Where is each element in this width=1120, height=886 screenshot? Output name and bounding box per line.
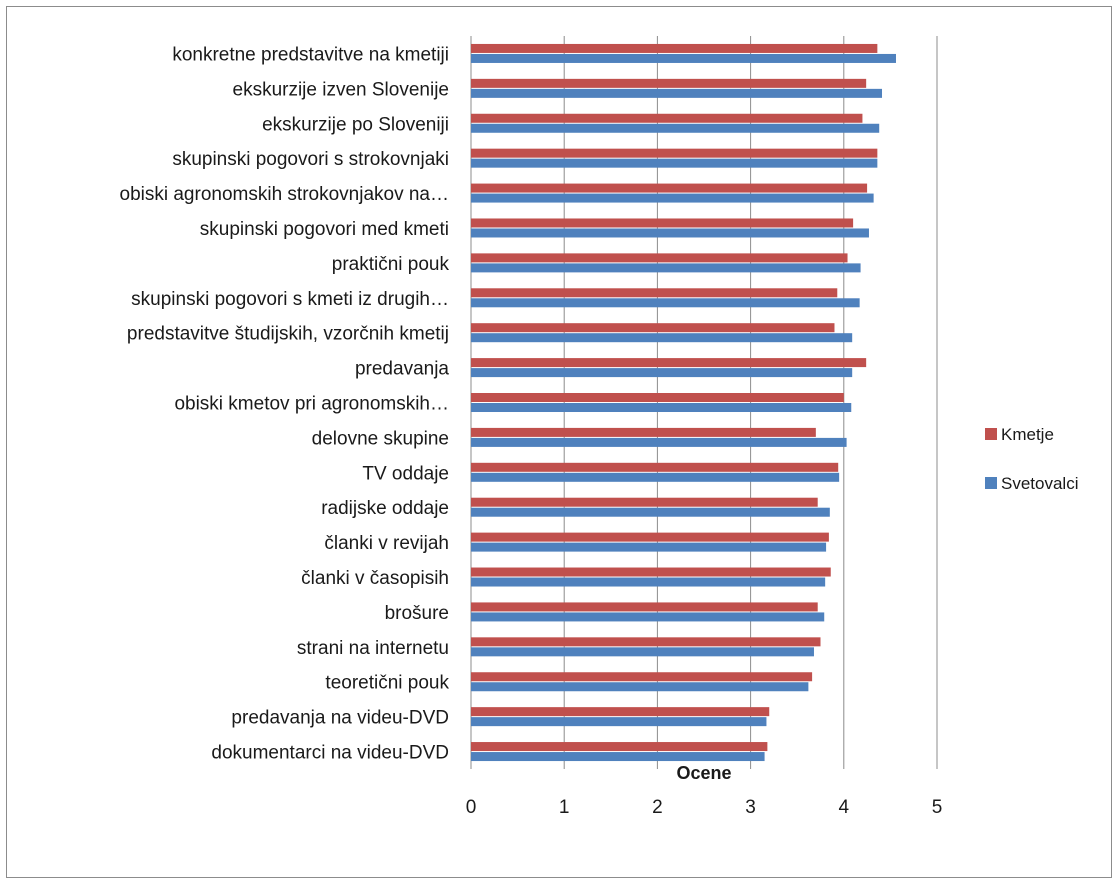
bar-svetovalci-19 [471,717,767,727]
category-label-18: teoretični pouk [325,673,449,694]
bar-kmetje-7 [471,288,838,298]
bar-kmetje-8 [471,323,835,333]
x-tick-label-0: 0 [466,797,477,818]
category-label-11: delovne skupine [312,428,449,449]
legend: Kmetje Svetovalci [985,425,1078,493]
gridlines [470,36,938,769]
category-label-2: ekskurzije po Sloveniji [262,114,449,135]
category-label-1: ekskurzije izven Slovenije [233,79,450,100]
bar-kmetje-5 [471,218,854,228]
bar-svetovalci-5 [471,228,869,238]
bars [471,43,896,762]
x-tick-label-1: 1 [559,797,570,818]
category-label-9: predavanja [355,359,449,380]
bar-svetovalci-7 [471,298,860,308]
bar-kmetje-0 [471,43,878,53]
bar-kmetje-4 [471,183,868,193]
bar-svetovalci-12 [471,472,840,482]
bar-svetovalci-11 [471,437,847,447]
bar-kmetje-6 [471,253,848,263]
category-label-14: članki v revijah [324,533,449,554]
bar-kmetje-9 [471,358,867,368]
category-label-4: obiski agronomskih strokovnjakov na… [120,184,450,205]
bar-svetovalci-18 [471,682,809,692]
category-label-16: brošure [385,603,449,624]
bar-svetovalci-0 [471,53,896,63]
bar-kmetje-1 [471,78,867,88]
bar-svetovalci-10 [471,403,852,412]
category-label-20: dokumentarci na videu-DVD [211,743,449,764]
legend-swatch-svetovalci [985,477,997,489]
bar-svetovalci-8 [471,333,853,343]
bar-svetovalci-20 [471,752,765,762]
x-tick-label-3: 3 [745,797,756,818]
bar-kmetje-17 [471,637,821,647]
x-tick-label-5: 5 [932,797,943,818]
bar-kmetje-12 [471,462,839,472]
category-label-6: praktični pouk [332,254,450,275]
bar-svetovalci-16 [471,612,825,622]
bar-svetovalci-3 [471,158,878,168]
category-label-13: radijske oddaje [321,498,449,519]
category-label-5: skupinski pogovori med kmeti [200,219,449,240]
bar-svetovalci-1 [471,88,883,98]
category-labels: konkretne predstavitve na kmetiji ekskurz… [120,44,450,763]
category-label-19: predavanja na videu-DVD [231,708,449,729]
x-tick-labels: 0 1 2 3 4 5 [466,797,943,818]
bar-svetovalci-4 [471,193,874,203]
bar-kmetje-18 [471,672,813,682]
bar-svetovalci-17 [471,647,814,657]
bar-kmetje-2 [471,113,863,123]
category-label-12: TV oddaje [362,463,449,484]
bar-chart: konkretne predstavitve na kmetiji ekskurz… [120,36,1078,818]
category-label-10: obiski kmetov pri agronomskih… [174,394,449,415]
bar-kmetje-3 [471,148,878,158]
category-label-3: skupinski pogovori s strokovnjaki [172,149,449,170]
bar-kmetje-14 [471,532,829,542]
category-label-15: članki v časopisih [301,568,449,589]
legend-swatch-kmetje [985,428,997,440]
bar-svetovalci-6 [471,263,861,273]
bar-kmetje-20 [471,742,768,752]
bar-kmetje-11 [471,427,816,437]
category-label-17: strani na internetu [297,638,449,659]
legend-label-svetovalci: Svetovalci [1001,474,1078,493]
bar-kmetje-13 [471,497,818,507]
x-tick-label-2: 2 [652,797,663,818]
bar-svetovalci-13 [471,507,830,517]
bar-svetovalci-9 [471,368,853,378]
bar-kmetje-16 [471,602,818,612]
bar-kmetje-19 [471,707,770,717]
bar-kmetje-10 [471,393,844,402]
bar-svetovalci-15 [471,577,826,587]
bar-kmetje-15 [471,567,831,577]
legend-label-kmetje: Kmetje [1001,425,1054,444]
category-label-0: konkretne predstavitve na kmetiji [172,44,449,65]
chart-frame: konkretne predstavitve na kmetiji ekskurz… [6,6,1112,878]
x-axis-title: Ocene [676,763,731,783]
category-label-7: skupinski pogovori s kmeti iz drugih… [131,289,449,310]
x-tick-label-4: 4 [839,797,850,818]
bar-svetovalci-14 [471,542,827,552]
bar-svetovalci-2 [471,123,880,133]
category-label-8: predstavitve študijskih, vzorčnih kmetij [127,324,449,345]
